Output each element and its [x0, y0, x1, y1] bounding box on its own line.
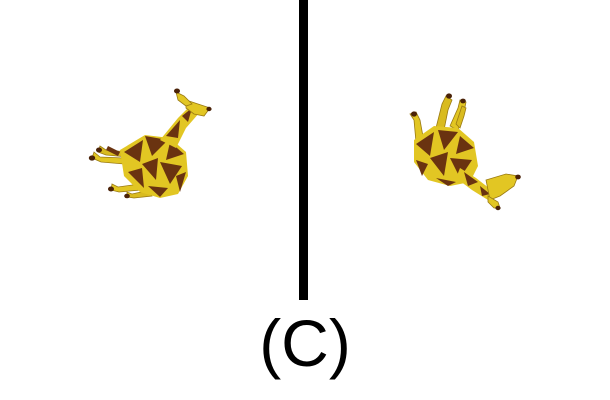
- giraffe-left-head: [174, 88, 212, 117]
- panel-divider: [299, 0, 308, 300]
- giraffe-right-neck: [456, 168, 494, 200]
- figure-caption: (C): [259, 306, 351, 380]
- giraffe-left-neck: [160, 104, 200, 148]
- giraffe-view-right: [409, 93, 521, 211]
- giraffe-left-tail: [106, 146, 120, 156]
- giraffe-left-body: [120, 135, 188, 198]
- giraffe-right: [409, 93, 521, 211]
- giraffe-left: [88, 88, 212, 199]
- giraffe-right-legs: [409, 93, 467, 143]
- giraffe-right-head: [485, 173, 521, 211]
- giraffe-view-left: [88, 88, 212, 199]
